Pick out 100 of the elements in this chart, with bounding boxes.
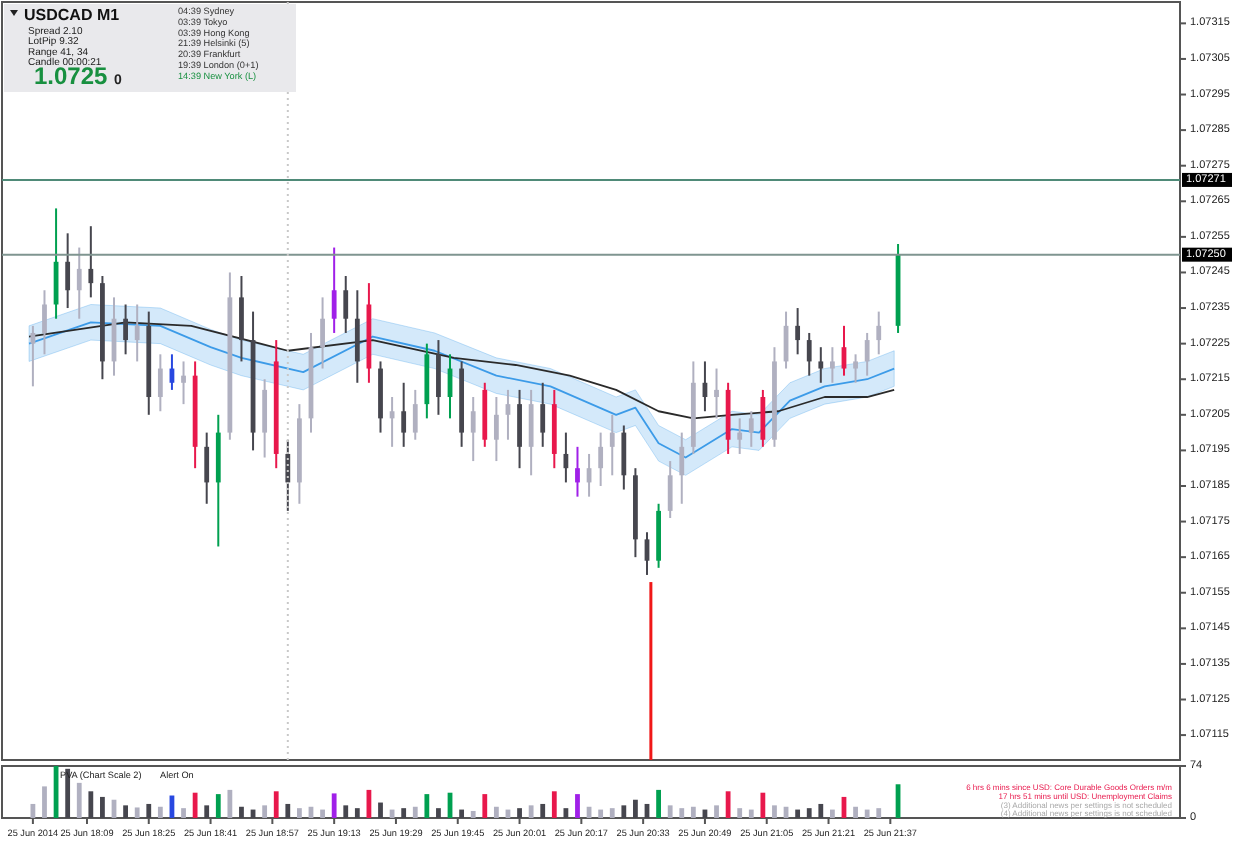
bar <box>482 794 488 818</box>
candlestick <box>493 396 499 463</box>
candlestick <box>412 388 418 441</box>
line-series <box>28 321 896 420</box>
candlestick <box>853 353 858 384</box>
bar <box>100 796 105 818</box>
candlestick <box>401 381 407 448</box>
candlestick <box>320 296 325 370</box>
candlestick <box>134 303 140 363</box>
bar <box>656 789 661 818</box>
bar <box>181 808 186 818</box>
candlestick <box>795 307 801 356</box>
bar <box>320 809 325 818</box>
bar <box>123 805 128 818</box>
candlestick <box>181 360 186 406</box>
bar <box>146 803 152 818</box>
candlestick <box>262 378 268 459</box>
bar <box>401 808 407 818</box>
bar <box>806 808 812 818</box>
candlestick <box>470 396 476 463</box>
bar <box>273 791 279 818</box>
bar <box>204 805 210 818</box>
bar <box>436 808 441 818</box>
candlestick <box>679 431 685 505</box>
candlestick <box>621 424 627 491</box>
candlestick <box>667 460 673 520</box>
chart-title: USDCAD M1 <box>24 6 121 24</box>
candlestick <box>714 367 719 420</box>
candlestick <box>157 353 163 413</box>
bar <box>575 794 580 818</box>
candlestick <box>30 324 36 388</box>
bar <box>88 791 94 818</box>
candlestick <box>436 339 441 416</box>
bar <box>157 806 163 818</box>
bar <box>714 805 719 818</box>
bar <box>262 805 268 818</box>
bar <box>551 791 557 818</box>
candlestick <box>517 388 522 470</box>
bar <box>876 808 882 818</box>
bar <box>42 786 47 818</box>
bar <box>528 805 534 818</box>
bar <box>609 808 615 818</box>
bar <box>134 807 140 818</box>
bar <box>737 808 743 818</box>
bar <box>667 805 673 818</box>
candlestick <box>575 445 580 498</box>
bar <box>725 791 731 818</box>
bar <box>633 799 638 818</box>
bar <box>748 809 754 818</box>
bar <box>331 793 337 818</box>
bar <box>227 789 233 818</box>
bar <box>760 792 766 818</box>
candlestick <box>609 413 615 477</box>
candlestick <box>563 431 569 484</box>
candlestick <box>285 438 291 512</box>
bar <box>239 806 244 818</box>
candlestick <box>204 431 210 505</box>
bar <box>829 809 835 818</box>
bar <box>563 808 569 818</box>
candlestick <box>354 289 360 384</box>
bar <box>679 808 685 818</box>
bar <box>517 808 522 818</box>
bar <box>215 794 221 818</box>
bar <box>343 805 349 818</box>
candlestick <box>598 431 604 487</box>
candlestick <box>829 346 835 384</box>
bar <box>493 806 499 818</box>
candlestick <box>123 303 128 356</box>
bar <box>470 810 476 818</box>
bar <box>864 809 870 818</box>
bar <box>621 805 627 818</box>
candlestick <box>76 246 82 320</box>
bar <box>598 809 604 818</box>
candlestick <box>864 331 870 377</box>
candlestick <box>876 310 882 356</box>
candlestick <box>42 289 47 356</box>
bar <box>378 802 383 818</box>
bar <box>540 803 546 818</box>
bar <box>772 805 777 818</box>
candlestick <box>528 388 534 477</box>
bar <box>285 803 291 818</box>
candlestick <box>737 417 743 455</box>
candlestick <box>239 275 244 363</box>
candlestick <box>343 275 349 334</box>
bar <box>424 794 430 818</box>
candlestick <box>760 388 766 448</box>
annotation: 1.0725 <box>34 62 109 90</box>
bar <box>690 806 696 818</box>
bar <box>818 803 824 818</box>
bar <box>412 806 418 818</box>
candlestick <box>88 225 94 299</box>
bar <box>76 782 82 818</box>
bar <box>853 806 858 818</box>
candlestick <box>818 346 824 384</box>
bar <box>459 809 465 818</box>
candlestick <box>65 232 71 310</box>
candlestick <box>540 381 546 448</box>
bar <box>192 792 198 818</box>
bar <box>297 808 302 818</box>
candlestick <box>806 331 812 377</box>
